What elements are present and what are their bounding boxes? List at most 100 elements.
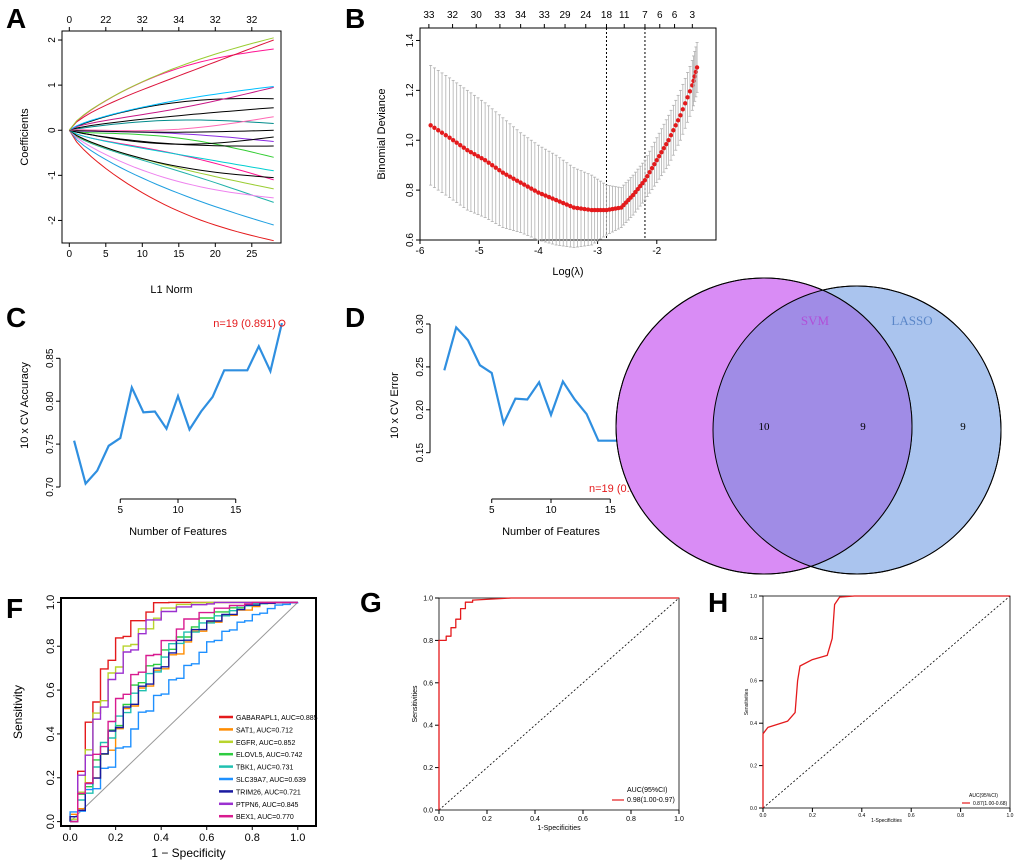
- deviance-point: [486, 160, 490, 164]
- best-point-annotation: n=19 (0.891): [213, 318, 276, 330]
- y-axis-label: Binomial Deviance: [376, 88, 388, 179]
- deviance-point: [451, 138, 455, 142]
- y-tick-label: 1.0: [750, 594, 757, 600]
- figure: A B C D E F G H 0510152025-2-1012L1 Norm…: [0, 0, 1020, 862]
- panel-label-b: B: [345, 3, 365, 34]
- top-tick-label: 30: [471, 10, 483, 21]
- deviance-point: [659, 150, 663, 154]
- x-tick-label: -4: [534, 246, 543, 257]
- deviance-point: [458, 143, 462, 147]
- y-axis-label: Coefficients: [19, 108, 31, 166]
- panel-label-d: D: [345, 302, 365, 333]
- y-axis-label: 10 x CV Error: [389, 372, 401, 439]
- x-axis-label: Log(λ): [552, 266, 583, 278]
- venn-count-lasso-only: 9: [960, 421, 966, 433]
- x-tick-label: 0.0: [760, 813, 767, 819]
- legend-label: 0.98(1.00-0.97): [627, 797, 675, 804]
- top-tick-label: 0: [67, 15, 73, 26]
- legend-label: SLC39A7, AUC=0.639: [236, 777, 306, 784]
- y-tick-label: 0.6: [45, 682, 57, 697]
- y-tick-label: 0.80: [45, 391, 56, 411]
- y-tick-label: 0.8: [405, 183, 416, 197]
- deviance-point: [483, 158, 487, 162]
- x-tick-label: 0.2: [108, 832, 123, 844]
- legend-label: PTPN6, AUC=0.845: [236, 802, 299, 809]
- x-tick-label: 0.6: [199, 832, 214, 844]
- legend-label: GABARAPL1, AUC=0.885: [236, 715, 318, 722]
- legend-label: SAT1, AUC=0.712: [236, 727, 293, 734]
- x-tick-label: 0.2: [482, 816, 492, 823]
- x-axis-label: Number of Features: [502, 526, 600, 538]
- top-tick-label: 32: [210, 15, 222, 26]
- x-tick-label: 5: [117, 505, 123, 516]
- top-tick-label: 34: [173, 15, 185, 26]
- x-tick-label: -5: [475, 246, 484, 257]
- y-tick-label: 0.8: [45, 639, 57, 654]
- y-tick-label: 0.0: [750, 806, 757, 812]
- x-tick-label: 5: [103, 249, 109, 260]
- x-tick-label: 0.6: [908, 813, 915, 819]
- top-tick-label: 33: [494, 10, 506, 21]
- y-tick-label: 0.0: [423, 807, 433, 814]
- y-tick-label: 0.30: [415, 314, 426, 334]
- deviance-point: [662, 146, 666, 150]
- x-tick-label: -3: [593, 246, 602, 257]
- top-tick-label: 33: [423, 10, 435, 21]
- x-axis-label: 1 − Specificity: [151, 846, 225, 860]
- venn-count-overlap: 9: [860, 421, 866, 433]
- top-tick-label: 3: [690, 10, 696, 21]
- x-axis-label: Number of Features: [129, 526, 227, 538]
- y-tick-label: -1: [47, 170, 58, 179]
- y-tick-label: 0.8: [750, 636, 757, 642]
- legend-label: TBK1, AUC=0.731: [236, 765, 294, 772]
- deviance-point: [494, 165, 498, 169]
- x-tick-label: 1.0: [674, 816, 684, 823]
- deviance-point: [643, 178, 647, 182]
- deviance-point: [664, 142, 668, 146]
- deviance-point: [647, 170, 651, 174]
- coef-path: [69, 87, 273, 130]
- deviance-point: [657, 154, 661, 158]
- x-tick-label: 0.0: [62, 832, 77, 844]
- top-tick-label: 29: [559, 10, 571, 21]
- legend-label: 0.87(1.00-0.68): [973, 801, 1008, 807]
- y-tick-label: -2: [47, 216, 58, 225]
- deviance-point: [440, 131, 444, 135]
- deviance-point: [650, 166, 654, 170]
- y-tick-label: 0.4: [750, 721, 757, 727]
- legend-label: TRIM26, AUC=0.721: [236, 789, 301, 796]
- legend-label: BEX1, AUC=0.770: [236, 814, 294, 821]
- deviance-point: [666, 138, 670, 142]
- x-axis-label: 1-Specificities: [871, 818, 902, 824]
- x-tick-label: 0.8: [957, 813, 964, 819]
- top-tick-label: 32: [137, 15, 149, 26]
- y-tick-label: 0.6: [405, 233, 416, 247]
- deviance-point: [688, 89, 692, 93]
- y-tick-label: 0.8: [423, 638, 433, 645]
- y-tick-label: 1.2: [405, 83, 416, 97]
- deviance-point: [676, 118, 680, 122]
- deviance-point: [490, 163, 494, 167]
- y-tick-label: 0.20: [415, 400, 426, 420]
- legend-title: AUC(95%CI): [969, 793, 998, 799]
- panel-label-h: H: [708, 587, 728, 618]
- deviance-point: [462, 146, 466, 150]
- y-tick-label: 0.2: [423, 765, 433, 772]
- top-tick-label: 6: [657, 10, 663, 21]
- y-tick-label: 0.25: [415, 357, 426, 377]
- y-tick-label: 0.6: [750, 679, 757, 685]
- x-tick-label: 0.8: [626, 816, 636, 823]
- y-axis-label: 10 x CV Accuracy: [19, 362, 31, 449]
- x-tick-label: 1.0: [290, 832, 305, 844]
- x-tick-label: 0.4: [530, 816, 540, 823]
- deviance-point: [674, 123, 678, 127]
- top-tick-label: 18: [601, 10, 613, 21]
- coef-path: [69, 108, 273, 131]
- top-tick-label: 6: [672, 10, 678, 21]
- top-tick-label: 11: [619, 10, 630, 21]
- top-tick-label: 22: [100, 15, 112, 26]
- deviance-point: [671, 128, 675, 132]
- y-tick-label: 0.4: [423, 723, 433, 730]
- panel-b-chart: -6 -5 -4 -3 -2 0.6 0.8 1.0 1.2 1.4 Log(λ) Binomial …: [376, 10, 716, 278]
- y-tick-label: 1: [47, 82, 58, 88]
